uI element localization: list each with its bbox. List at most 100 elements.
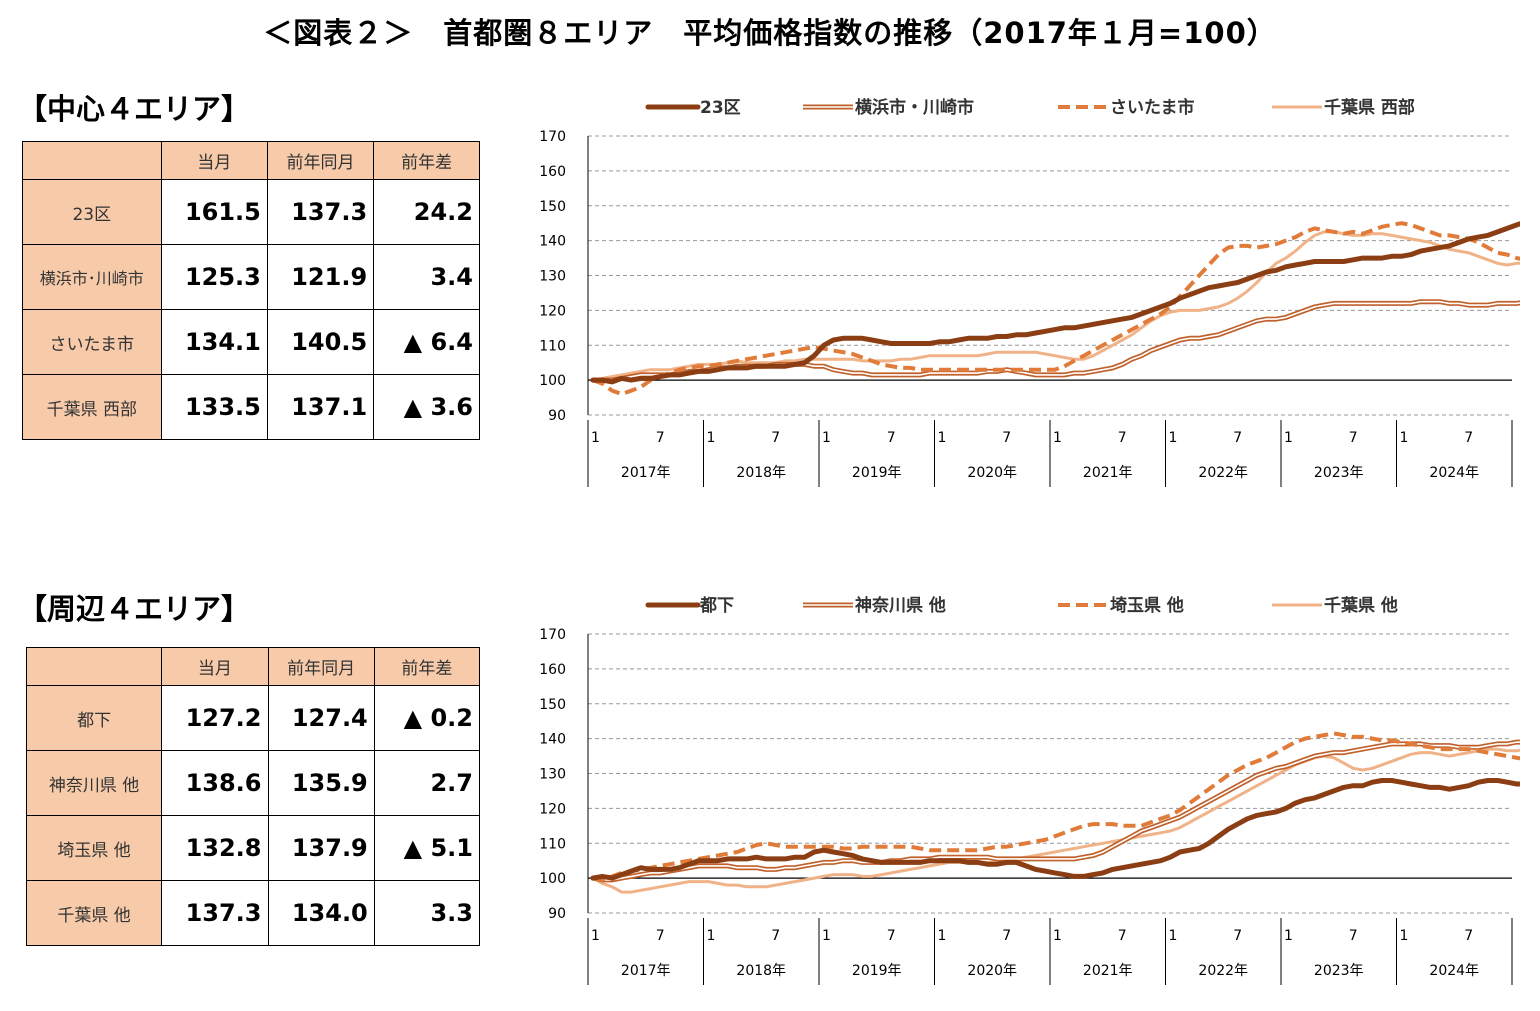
table-row: 千葉県 西部 133.5 137.1 ▲ 3.6 xyxy=(22,374,480,440)
x-month-tick-label: 1 xyxy=(591,928,600,944)
x-year-label: 2024年 xyxy=(1429,465,1479,481)
x-month-tick-label: 1 xyxy=(1284,928,1293,944)
x-month-tick-label: 7 xyxy=(771,928,780,944)
x-year-label: 2017年 xyxy=(621,465,671,481)
y-tick-label: 90 xyxy=(548,408,566,424)
legend-item: 横浜市・川崎市 xyxy=(803,97,974,118)
x-month-tick-label: 1 xyxy=(938,430,947,446)
legend-item: 都下 xyxy=(645,595,734,616)
y-tick-label: 100 xyxy=(539,871,566,887)
row-label: さいたま市 xyxy=(22,309,162,375)
row-label: 埼玉県 他 xyxy=(25,815,163,881)
legend-item: 23区 xyxy=(645,98,741,118)
table-header-blank xyxy=(25,647,163,686)
current-value: 137.3 xyxy=(161,880,269,946)
x-month-tick-label: 1 xyxy=(938,928,947,944)
section-heading-surrounding: 【周辺４エリア】 xyxy=(18,592,251,626)
x-month-tick-label: 1 xyxy=(1169,928,1178,944)
x-year-label: 2019年 xyxy=(852,963,902,979)
y-tick-label: 170 xyxy=(539,129,566,145)
x-month-tick-label: 7 xyxy=(1118,430,1127,446)
table-row: 千葉県 他 137.3 134.0 3.3 xyxy=(25,880,481,946)
surrounding-areas-line-chart: 都下 神奈川県 他 埼玉県 他 千葉県 他 90 100 110 120 130 140 150 16… xyxy=(539,595,1520,985)
y-tick-label: 170 xyxy=(539,627,566,643)
prev-year-value: 140.5 xyxy=(266,309,375,375)
current-value: 134.1 xyxy=(160,309,268,375)
x-year-label: 2022年 xyxy=(1198,963,1248,979)
series-path xyxy=(592,230,1520,382)
current-value: 132.8 xyxy=(161,815,269,881)
table-row: 都下 127.2 127.4 ▲ 0.2 xyxy=(25,685,481,751)
x-year-label: 2023年 xyxy=(1314,465,1364,481)
y-tick-label: 100 xyxy=(539,373,566,389)
legend-label: 千葉県 西部 xyxy=(1324,97,1415,118)
x-year-label: 2020年 xyxy=(967,465,1017,481)
series-path xyxy=(592,221,1520,397)
table-row: 埼玉県 他 132.8 137.9 ▲ 5.1 xyxy=(25,815,481,881)
table-header-diff: 前年差 xyxy=(373,647,481,686)
x-year-label: 2022年 xyxy=(1198,465,1248,481)
row-label: 千葉県 他 xyxy=(25,880,163,946)
x-year-label: 2020年 xyxy=(967,963,1017,979)
y-tick-label: 160 xyxy=(539,164,566,180)
x-month-tick-label: 7 xyxy=(887,430,896,446)
y-tick-label: 120 xyxy=(539,303,566,319)
table-header-prev-year: 前年同月 xyxy=(266,141,375,180)
legend-label: 千葉県 他 xyxy=(1324,595,1398,616)
x-month-tick-label: 7 xyxy=(1464,430,1473,446)
current-value: 161.5 xyxy=(160,179,268,245)
legend-item: 神奈川県 他 xyxy=(803,595,946,616)
table-header-diff: 前年差 xyxy=(373,141,480,180)
y-tick-label: 150 xyxy=(539,199,566,215)
y-tick-label: 90 xyxy=(548,906,566,922)
diff-value: 24.2 xyxy=(373,179,480,245)
x-month-tick-label: 1 xyxy=(822,928,831,944)
y-tick-label: 120 xyxy=(539,801,566,817)
diff-value: 3.3 xyxy=(373,880,481,946)
legend-label: 埼玉県 他 xyxy=(1110,595,1184,616)
x-month-tick-label: 1 xyxy=(1169,430,1178,446)
series-path xyxy=(592,731,1520,882)
x-year-label: 2023年 xyxy=(1314,963,1364,979)
y-tick-label: 150 xyxy=(539,697,566,713)
legend-item: 千葉県 他 xyxy=(1272,595,1398,616)
x-month-tick-label: 1 xyxy=(591,430,600,446)
x-month-tick-label: 7 xyxy=(1464,928,1473,944)
x-month-tick-label: 7 xyxy=(887,928,896,944)
current-value: 133.5 xyxy=(160,374,268,440)
y-tick-label: 110 xyxy=(539,836,566,852)
x-month-tick-label: 7 xyxy=(1349,928,1358,944)
series-line xyxy=(592,747,1520,894)
diff-value: 3.4 xyxy=(373,244,480,310)
legend-item: 千葉県 西部 xyxy=(1272,97,1415,118)
series-path xyxy=(592,747,1520,894)
x-year-label: 2017年 xyxy=(621,963,671,979)
x-month-tick-label: 1 xyxy=(1053,928,1062,944)
series-line xyxy=(592,230,1520,382)
table-header-blank xyxy=(22,141,162,180)
row-label: 神奈川県 他 xyxy=(25,750,163,816)
legend-label: 神奈川県 他 xyxy=(855,595,946,616)
legend-item: 埼玉県 他 xyxy=(1058,595,1184,616)
x-month-tick-label: 7 xyxy=(1233,928,1242,944)
x-month-tick-label: 1 xyxy=(822,430,831,446)
y-tick-label: 140 xyxy=(539,732,566,748)
y-tick-label: 130 xyxy=(539,767,566,783)
table-header-current: 当月 xyxy=(160,141,268,180)
page-title: ＜図表２＞ 首都圏８エリア 平均価格指数の推移（2017年１月=100） xyxy=(263,16,1277,50)
x-month-tick-label: 7 xyxy=(771,430,780,446)
y-tick-label: 110 xyxy=(539,338,566,354)
x-month-tick-label: 1 xyxy=(1284,430,1293,446)
prev-year-value: 127.4 xyxy=(267,685,375,751)
table-row: さいたま市 134.1 140.5 ▲ 6.4 xyxy=(22,309,480,375)
row-label: 千葉県 西部 xyxy=(22,374,162,440)
section-heading-central: 【中心４エリア】 xyxy=(18,92,251,126)
x-year-label: 2021年 xyxy=(1083,963,1133,979)
x-month-tick-label: 7 xyxy=(1002,928,1011,944)
diff-value: 2.7 xyxy=(373,750,481,816)
row-label: 23区 xyxy=(22,179,162,245)
series-line xyxy=(590,778,1520,881)
prev-year-value: 134.0 xyxy=(267,880,375,946)
row-label: 横浜市･川崎市 xyxy=(22,244,162,310)
table-header-prev-year: 前年同月 xyxy=(267,647,375,686)
